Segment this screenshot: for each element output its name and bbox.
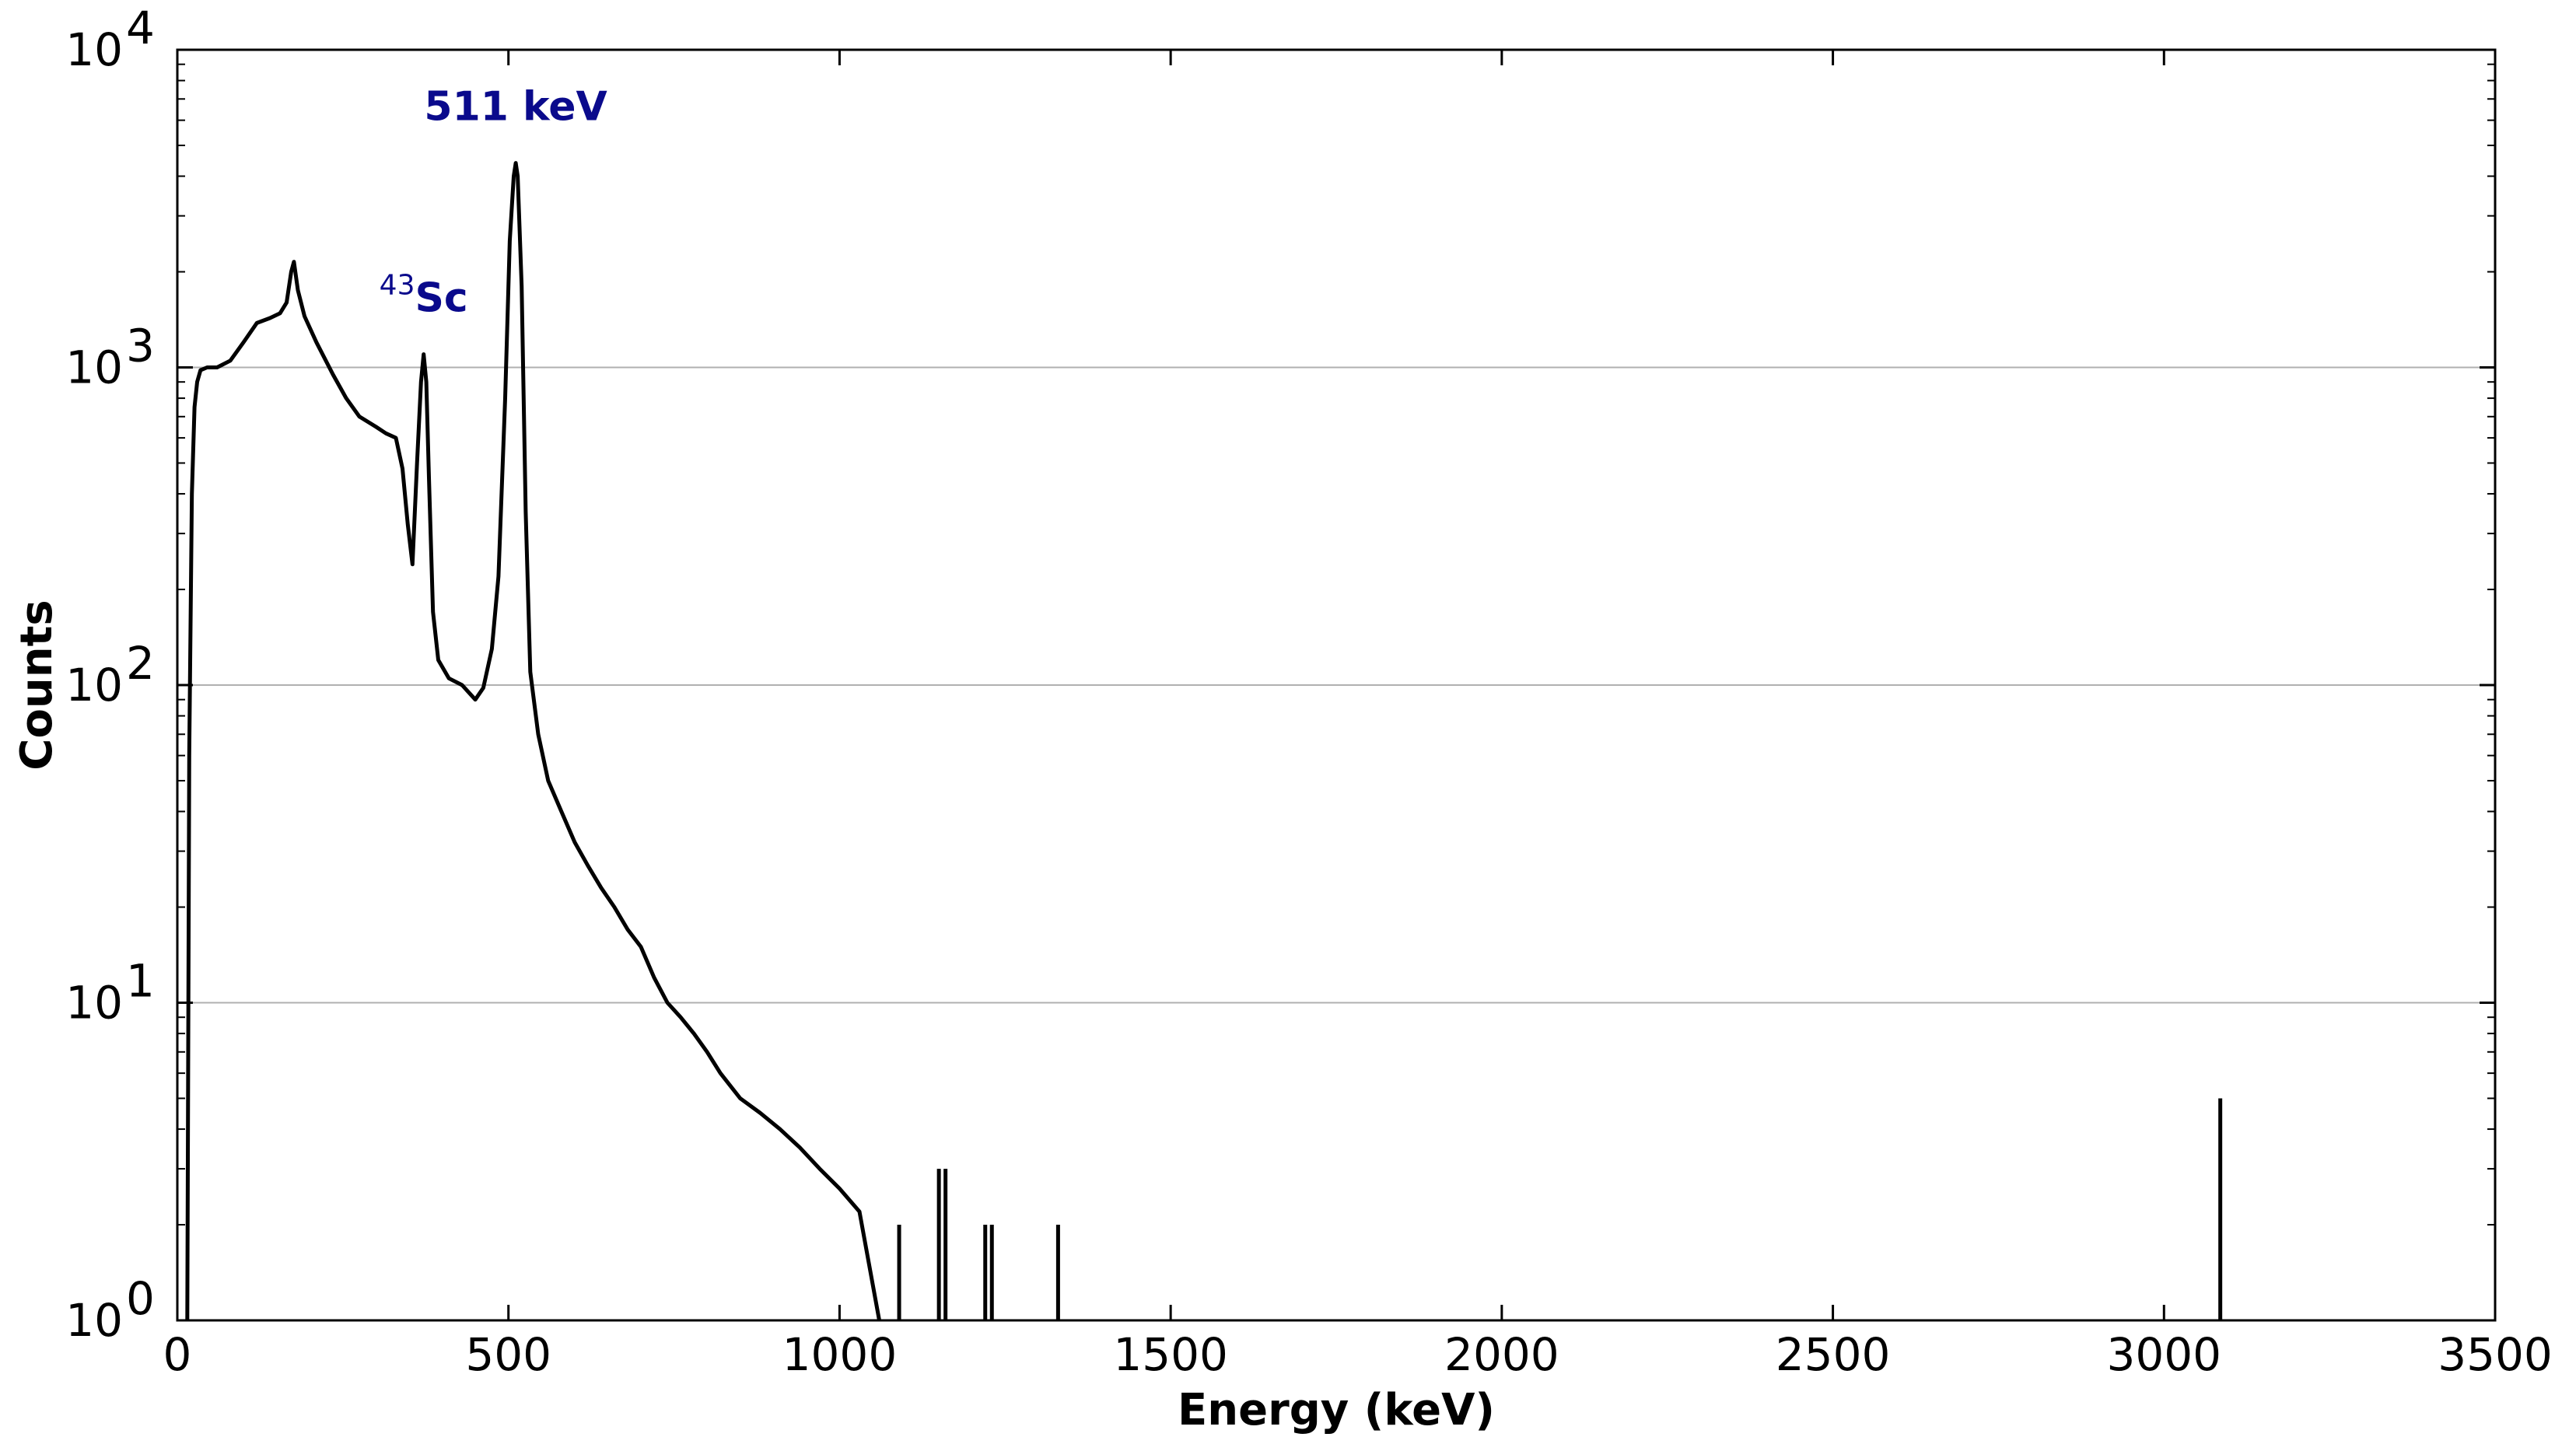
- plot-frame: [176, 48, 2497, 1322]
- peak-511-label: 511 keV: [424, 84, 607, 131]
- data-layer: [185, 161, 2223, 1321]
- x-tick-label: 1500: [1113, 1328, 1228, 1381]
- tick-layer: 10 010 110 210 310 40 500 1000 1500 2000 2500 3000 3…: [65, 2, 2553, 1381]
- annotation-layer: 511 keV 43Sc: [380, 84, 607, 322]
- y-tick-exponent: 4: [126, 2, 155, 54]
- y-axis-label: Counts: [12, 600, 62, 770]
- x-tick-label: 1000: [782, 1328, 898, 1381]
- x-tick-label: 500: [465, 1328, 551, 1381]
- x-tick-label: 0: [163, 1328, 192, 1381]
- y-tick-label: 10: [65, 23, 123, 76]
- y-tick-label: 10: [65, 341, 123, 394]
- y-tick-exponent: 2: [126, 637, 155, 690]
- x-tick-label: 3000: [2106, 1328, 2221, 1381]
- x-tick-label: 2000: [1444, 1328, 1559, 1381]
- y-tick-label: 10: [65, 659, 123, 712]
- grid-layer: [177, 366, 2495, 1004]
- y-tick-exponent: 3: [126, 320, 155, 372]
- x-tick-label: 2500: [1776, 1328, 1891, 1381]
- sc43-peak-label: 43Sc: [380, 270, 468, 322]
- y-tick-exponent: 1: [126, 955, 155, 1008]
- y-tick-exponent: 0: [126, 1272, 155, 1325]
- spectrum-line: [185, 161, 881, 1321]
- x-tick-label: 3500: [2438, 1328, 2553, 1381]
- y-tick-label: 10: [65, 1294, 123, 1347]
- y-tick-label: 10: [65, 977, 123, 1030]
- x-axis-label: Energy (keV): [1178, 1385, 1495, 1435]
